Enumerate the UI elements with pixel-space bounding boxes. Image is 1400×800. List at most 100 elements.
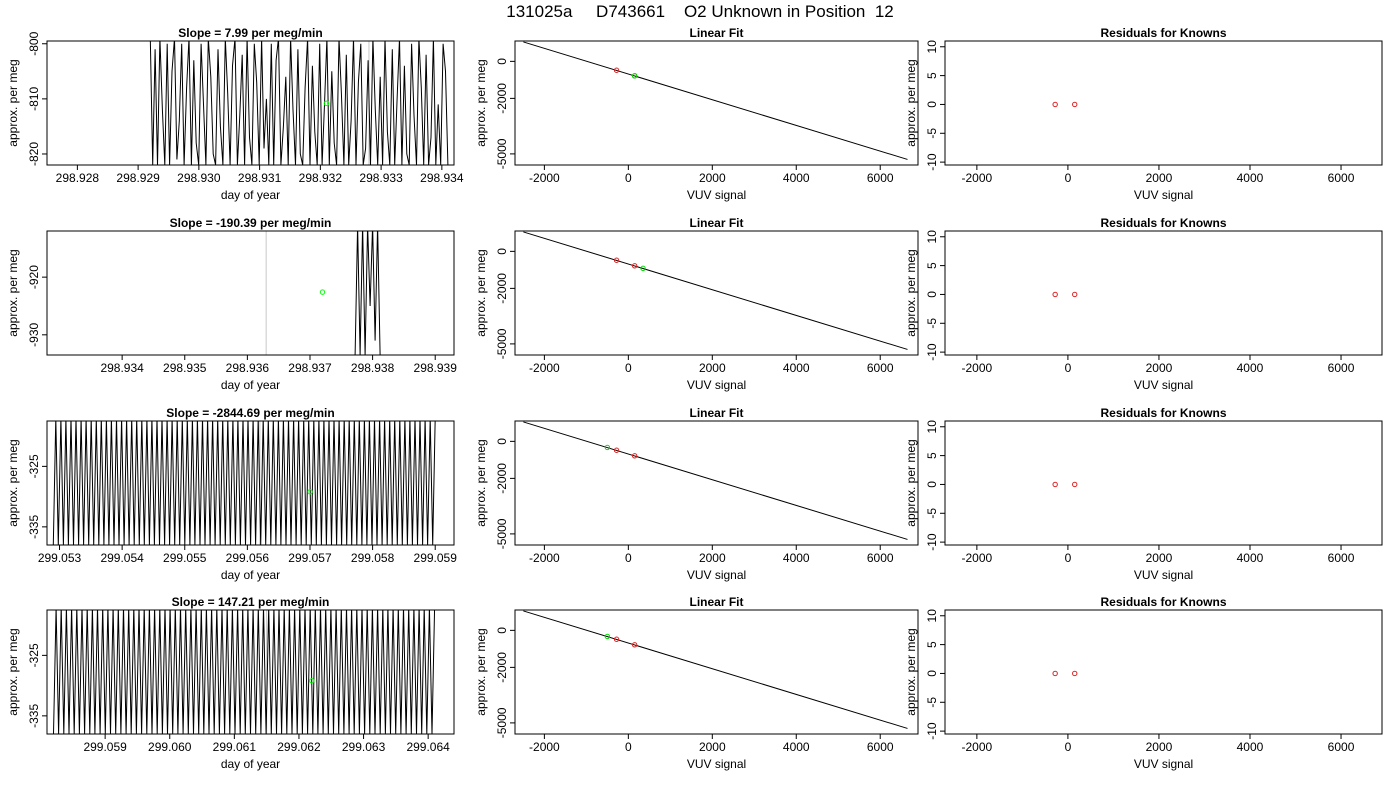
known-point-marker	[613, 257, 620, 263]
y-axis-label: approx. per meg	[6, 59, 20, 146]
y-axis-label: approx. per meg	[6, 439, 20, 526]
panel-title: Slope = -190.39 per meg/min	[170, 216, 332, 230]
y-tick-label: 0	[495, 438, 509, 445]
x-tick-label: -2000	[962, 361, 993, 375]
y-axis-label: approx. per meg	[904, 249, 918, 336]
y-tick-label: -2000	[495, 83, 509, 114]
known-point-marker	[1052, 481, 1058, 488]
plot-area	[523, 421, 908, 540]
y-tick-label: -335	[27, 704, 41, 728]
y-tick-label: -820	[27, 142, 41, 166]
x-tick-label: 298.939	[414, 361, 458, 375]
x-tick-label: 298.936	[226, 361, 270, 375]
x-tick-label: -2000	[962, 740, 993, 754]
y-tick-label: 0	[925, 291, 939, 298]
x-tick-label: 2000	[1146, 361, 1173, 375]
y-tick-label: 0	[925, 481, 939, 488]
x-tick-label: -2000	[529, 361, 560, 375]
known-point-marker	[613, 636, 620, 642]
x-tick-label: 299.063	[342, 740, 386, 754]
x-tick-label: 4000	[1237, 361, 1264, 375]
x-tick-label: -2000	[962, 551, 993, 565]
x-tick-label: 4000	[783, 740, 810, 754]
y-axis-label: approx. per meg	[904, 439, 918, 526]
known-point-marker	[631, 263, 638, 269]
unknown-point-marker	[319, 289, 326, 295]
y-tick-label: 0	[495, 248, 509, 255]
y-tick-label: -5000	[495, 138, 509, 169]
panel-1-1: 298.928 298.929 298.930 298.931 298.932 298.9…	[6, 26, 464, 202]
x-tick-label: 4000	[783, 551, 810, 565]
x-tick-label: 298.933	[359, 171, 403, 185]
panel-3-1: 299.053 299.054 299.055 299.056 299.057 299.0…	[6, 406, 457, 582]
plot-frame	[514, 420, 919, 546]
panel-2-1: 298.934 298.935 298.936 298.937 298.938 298.9…	[6, 216, 457, 392]
y-axis-label: approx. per meg	[474, 439, 488, 526]
x-axis-label: VUV signal	[1134, 378, 1193, 392]
signal-trace-line	[149, 41, 449, 165]
y-tick-label: -335	[27, 515, 41, 539]
x-axis-label: day of year	[221, 757, 280, 771]
plot-frame	[46, 609, 455, 735]
x-tick-label: 2000	[1146, 171, 1173, 185]
y-tick-label: -2000	[495, 273, 509, 304]
y-tick-label: 0	[925, 101, 939, 108]
signal-trace-line	[52, 421, 436, 545]
x-tick-label: 4000	[1237, 171, 1264, 185]
plot-area	[1052, 481, 1078, 488]
y-axis-label: approx. per meg	[6, 628, 20, 715]
panel-2-3: -2000 0 2000 4000 6000 10 5 0 -5 -10 Residuals for…	[904, 216, 1383, 392]
plot-frame	[46, 230, 455, 356]
known-point-marker	[631, 642, 638, 648]
x-tick-label: 2000	[699, 740, 726, 754]
y-tick-label: -5000	[495, 328, 509, 359]
x-axis-label: VUV signal	[687, 568, 746, 582]
y-tick-label: -325	[27, 643, 41, 667]
y-tick-label: -10	[925, 153, 939, 171]
plot-area	[149, 41, 449, 165]
fit-line	[523, 421, 908, 540]
y-tick-label: -800	[27, 31, 41, 55]
plot-area	[523, 41, 908, 160]
x-tick-label: 0	[625, 740, 632, 754]
x-tick-label: 0	[625, 361, 632, 375]
y-tick-label: 10	[925, 40, 939, 54]
x-tick-label: 298.938	[351, 361, 395, 375]
y-tick-label: 5	[925, 641, 939, 648]
y-tick-label: -5	[925, 697, 939, 708]
x-tick-label: 299.064	[406, 740, 450, 754]
x-tick-label: 299.053	[38, 551, 82, 565]
x-tick-label: 299.058	[351, 551, 395, 565]
unknown-point-marker	[307, 489, 313, 495]
x-tick-label: 0	[1065, 361, 1072, 375]
y-tick-label: 0	[495, 58, 509, 65]
panel-title: Residuals for Knowns	[1100, 406, 1226, 420]
panel-3-2: -2000 0 2000 4000 6000 0 -2000 -5000 Linear Fit V…	[474, 406, 919, 582]
x-tick-label: 0	[1065, 171, 1072, 185]
y-tick-label: -920	[27, 265, 41, 289]
known-point-marker	[613, 67, 620, 73]
y-tick-label: -10	[925, 343, 939, 361]
x-tick-label: 2000	[699, 551, 726, 565]
x-tick-label: 4000	[783, 361, 810, 375]
plot-frame	[514, 609, 919, 735]
y-tick-label: 10	[925, 609, 939, 623]
x-tick-label: -2000	[529, 740, 560, 754]
unknown-point-marker	[640, 265, 646, 272]
plot-area	[1052, 291, 1078, 298]
x-tick-label: 2000	[1146, 740, 1173, 754]
x-axis-label: day of year	[221, 188, 280, 202]
y-axis-label: approx. per meg	[474, 628, 488, 715]
known-point-marker	[1072, 670, 1078, 677]
x-tick-label: 2000	[1146, 551, 1173, 565]
y-tick-label: -5000	[495, 707, 509, 738]
panel-1-3: -2000 0 2000 4000 6000 10 5 0 -5 -10 Residuals for…	[904, 26, 1383, 202]
x-axis-label: VUV signal	[687, 757, 746, 771]
x-tick-label: 299.054	[100, 551, 144, 565]
x-tick-label: 299.062	[277, 740, 321, 754]
x-tick-label: 6000	[1328, 171, 1355, 185]
y-axis-label: approx. per meg	[6, 249, 20, 336]
panel-3-3: -2000 0 2000 4000 6000 10 5 0 -5 -10 Residuals for…	[904, 406, 1383, 582]
panel-4-3: -2000 0 2000 4000 6000 10 5 0 -5 -10 Residuals for…	[904, 595, 1383, 771]
plot-frame	[944, 420, 1383, 546]
